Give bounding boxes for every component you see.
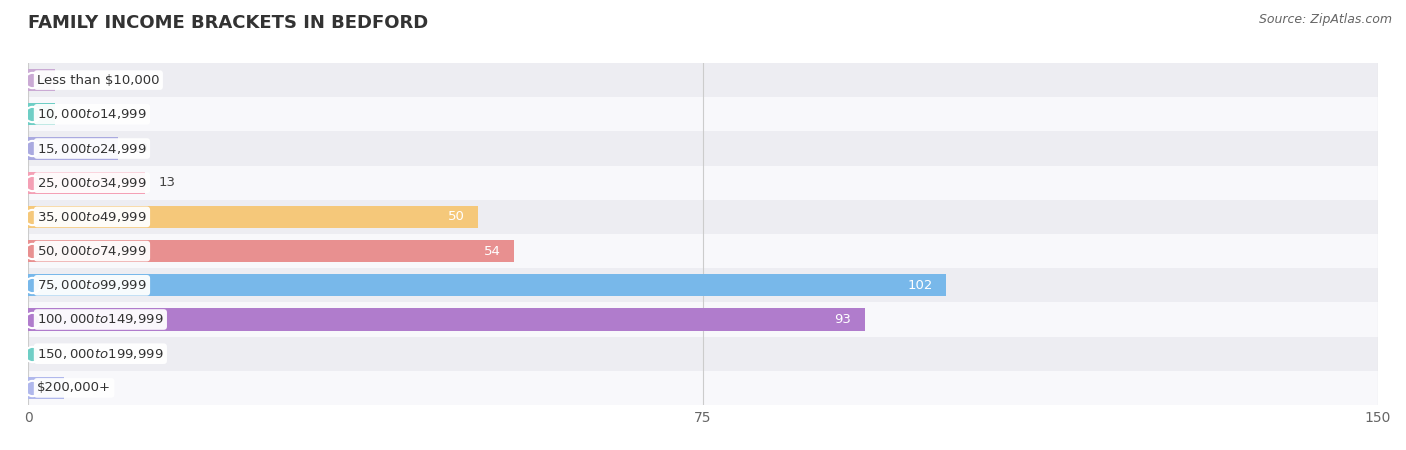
Text: 3: 3	[69, 108, 77, 121]
Text: $10,000 to $14,999: $10,000 to $14,999	[37, 107, 146, 122]
Bar	[28, 337, 1378, 371]
Text: $15,000 to $24,999: $15,000 to $24,999	[37, 141, 146, 156]
Text: $75,000 to $99,999: $75,000 to $99,999	[37, 278, 146, 293]
Text: 93: 93	[835, 313, 852, 326]
Bar	[28, 240, 515, 262]
Bar	[28, 69, 55, 91]
Text: $200,000+: $200,000+	[37, 382, 111, 394]
Text: $50,000 to $74,999: $50,000 to $74,999	[37, 244, 146, 258]
Bar	[28, 302, 1378, 337]
Text: 0: 0	[42, 347, 51, 360]
Text: FAMILY INCOME BRACKETS IN BEDFORD: FAMILY INCOME BRACKETS IN BEDFORD	[28, 14, 429, 32]
Text: 13: 13	[159, 176, 176, 189]
Bar	[28, 97, 1378, 131]
Text: 50: 50	[447, 211, 464, 223]
Text: Less than $10,000: Less than $10,000	[37, 74, 160, 86]
Bar	[28, 137, 118, 160]
Bar	[28, 377, 65, 399]
Text: $35,000 to $49,999: $35,000 to $49,999	[37, 210, 146, 224]
Bar	[28, 206, 478, 228]
Bar	[28, 308, 865, 331]
Bar	[28, 171, 145, 194]
Text: $100,000 to $149,999: $100,000 to $149,999	[37, 312, 163, 327]
Bar	[28, 268, 1378, 302]
Text: 102: 102	[907, 279, 932, 292]
Bar	[28, 166, 1378, 200]
Text: 3: 3	[69, 74, 77, 86]
Text: $25,000 to $34,999: $25,000 to $34,999	[37, 176, 146, 190]
Bar	[28, 234, 1378, 268]
Bar	[28, 131, 1378, 166]
Text: $150,000 to $199,999: $150,000 to $199,999	[37, 346, 163, 361]
Text: Source: ZipAtlas.com: Source: ZipAtlas.com	[1258, 14, 1392, 27]
Bar	[28, 200, 1378, 234]
Bar	[28, 274, 946, 297]
Bar	[28, 371, 1378, 405]
Text: 4: 4	[77, 382, 86, 394]
Bar	[28, 63, 1378, 97]
Text: 10: 10	[132, 142, 149, 155]
Text: 54: 54	[484, 245, 501, 257]
Bar	[28, 103, 55, 126]
